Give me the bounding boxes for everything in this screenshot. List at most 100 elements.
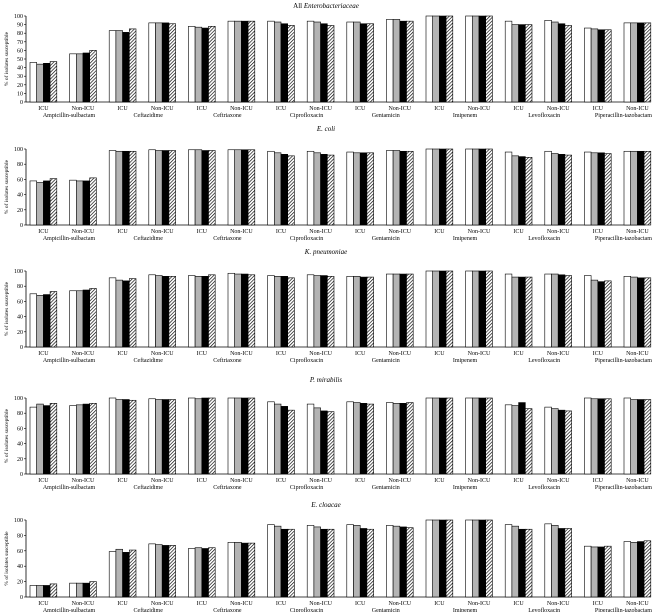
unit-label: ICU <box>513 106 524 112</box>
chart-panel-5: E. cloacae % of isolates susceptible 0 20 40… <box>3 501 652 612</box>
bar-ampicillin-sulbactam-icu-1 <box>29 585 37 598</box>
bar-levofloxacin-non-icu-1 <box>544 273 552 348</box>
bar-gentamicin-icu-2 <box>353 21 361 103</box>
unit-label: ICU <box>434 229 445 235</box>
panel-title: All Enterobacteriaceae <box>293 2 359 10</box>
bar-gentamicin-icu-1 <box>346 401 354 475</box>
bar-levofloxacin-icu-1 <box>504 273 513 348</box>
bar-imipenem-icu-1 <box>425 15 433 103</box>
bar-ciprofloxacin-icu-3 <box>280 276 288 348</box>
bar-ampicillin-sulbactam-icu-4 <box>49 178 58 226</box>
bar-ampicillin-sulbactam-non-icu-2 <box>76 582 84 598</box>
y-axis-label: % of isolates susceptible <box>3 531 10 586</box>
unit-label: ICU <box>593 601 604 607</box>
bar-imipenem-non-icu-1 <box>465 15 473 103</box>
bar-ceftazidime-non-icu-3 <box>161 150 170 226</box>
bar-gentamicin-non-icu-3 <box>399 403 407 475</box>
bar-ceftriaxone-icu-4 <box>208 150 216 226</box>
bar-ceftazidime-non-icu-3 <box>161 399 170 475</box>
unit-label: Non-ICU <box>309 478 332 484</box>
drug-label: Ceftriaxone <box>213 357 242 364</box>
y-tick-label: 100 <box>14 518 23 524</box>
unit-label: Non-ICU <box>309 229 332 235</box>
bar-ciprofloxacin-icu-1 <box>267 275 275 348</box>
bar-levofloxacin-icu-3 <box>518 156 526 226</box>
unit-label: ICU <box>434 478 445 484</box>
bar-ceftriaxone-icu-2 <box>194 547 203 598</box>
bar-ampicillin-sulbactam-icu-3 <box>43 294 51 348</box>
bar-ceftriaxone-icu-3 <box>201 27 209 103</box>
bar-ciprofloxacin-non-icu-3 <box>320 154 328 226</box>
y-tick-label: 60 <box>17 299 23 305</box>
drug-label: Ampicillin-sulbactam <box>43 358 96 364</box>
bar-piperacillin-tazobactam-non-icu-3 <box>637 541 645 598</box>
bar-ampicillin-sulbactam-non-icu-4 <box>89 581 97 598</box>
bar-ceftriaxone-non-icu-3 <box>241 20 249 103</box>
bar-ciprofloxacin-icu-1 <box>267 20 275 103</box>
bar-ceftazidime-non-icu-2 <box>155 22 163 103</box>
y-axis-label: % of isolates susceptible <box>3 408 10 463</box>
drug-label: Levofloxacin <box>528 235 560 242</box>
drug-label: Ceftazidime <box>134 112 164 119</box>
bar-levofloxacin-icu-3 <box>518 276 526 348</box>
bar-ampicillin-sulbactam-non-icu-1 <box>69 405 77 475</box>
drug-label: Gentamicin <box>372 358 400 364</box>
bar-ciprofloxacin-icu-4 <box>287 528 295 598</box>
bar-ceftazidime-icu-3 <box>122 150 130 226</box>
bar-gentamicin-non-icu-3 <box>399 150 407 226</box>
bar-gentamicin-non-icu-3 <box>399 20 407 103</box>
bar-imipenem-non-icu-2 <box>471 15 480 103</box>
bar-imipenem-non-icu-3 <box>478 519 486 598</box>
bar-imipenem-non-icu-2 <box>471 148 480 226</box>
drug-label: Piperacillin-tazobactam <box>595 113 652 119</box>
unit-label: ICU <box>593 106 604 112</box>
chart-panel-4: P. mirabilis % of isolates susceptible 0 20… <box>3 376 652 491</box>
bar-ceftriaxone-non-icu-3 <box>241 149 249 226</box>
bar-piperacillin-tazobactam-non-icu-4 <box>643 277 652 348</box>
y-tick-label: 10 <box>17 91 23 97</box>
bar-ceftazidime-icu-4 <box>129 399 137 475</box>
y-tick-label: 80 <box>17 411 23 417</box>
bar-levofloxacin-non-icu-4 <box>564 25 572 103</box>
bar-gentamicin-icu-3 <box>359 23 368 103</box>
bar-ciprofloxacin-non-icu-4 <box>326 411 335 475</box>
bar-gentamicin-non-icu-2 <box>392 525 401 598</box>
bar-ciprofloxacin-non-icu-3 <box>320 275 328 348</box>
bar-ampicillin-sulbactam-non-icu-4 <box>89 177 97 226</box>
drug-label: Gentamicin <box>372 485 400 491</box>
bar-ceftazidime-icu-1 <box>108 277 117 348</box>
bar-ampicillin-sulbactam-non-icu-4 <box>89 288 97 348</box>
y-tick-label: 0 <box>20 100 23 106</box>
bar-gentamicin-icu-2 <box>353 525 361 598</box>
bar-levofloxacin-non-icu-4 <box>564 410 572 475</box>
bar-piperacillin-tazobactam-icu-2 <box>590 28 599 103</box>
bar-piperacillin-tazobactam-non-icu-2 <box>630 22 638 103</box>
bar-levofloxacin-icu-2 <box>511 405 519 475</box>
bar-levofloxacin-non-icu-2 <box>551 153 559 226</box>
unit-label: ICU <box>355 478 366 484</box>
y-tick-label: 0 <box>20 472 23 478</box>
bar-ceftriaxone-icu-2 <box>194 276 203 348</box>
drug-label: Piperacillin-tazobactam <box>595 485 652 491</box>
unit-label: Non-ICU <box>626 351 649 357</box>
bar-piperacillin-tazobactam-non-icu-4 <box>643 540 652 598</box>
unit-label: Non-ICU <box>230 229 253 235</box>
unit-label: Non-ICU <box>72 601 95 607</box>
bar-piperacillin-tazobactam-icu-4 <box>604 153 612 226</box>
drug-label: Imipenem <box>453 358 478 364</box>
bar-imipenem-icu-4 <box>445 148 454 226</box>
bar-imipenem-icu-4 <box>445 15 454 103</box>
bar-ceftriaxone-icu-3 <box>201 397 209 475</box>
bar-ampicillin-sulbactam-non-icu-4 <box>89 50 97 103</box>
bar-ceftazidime-icu-3 <box>122 552 130 598</box>
bar-ceftazidime-non-icu-4 <box>168 276 176 348</box>
bar-gentamicin-icu-3 <box>359 152 368 226</box>
bar-levofloxacin-non-icu-1 <box>544 19 552 103</box>
unit-label: ICU <box>355 229 366 235</box>
bar-gentamicin-icu-4 <box>366 403 374 475</box>
unit-label: Non-ICU <box>151 351 174 357</box>
bar-ceftazidime-icu-3 <box>122 32 130 103</box>
drug-label: Ciprofloxacin <box>290 357 323 364</box>
bar-imipenem-non-icu-2 <box>471 519 480 598</box>
